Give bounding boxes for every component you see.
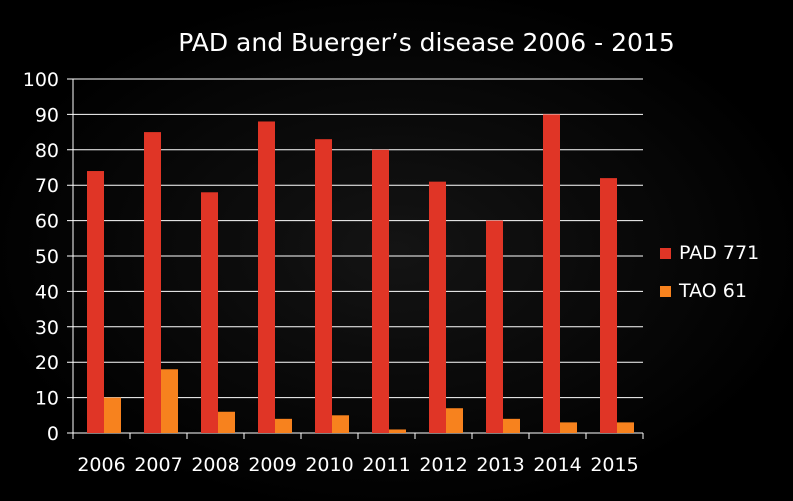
y-tick-label: 60	[35, 211, 59, 233]
bar-tao-2011	[389, 429, 406, 433]
legend-item-tao: TAO 61	[660, 280, 747, 302]
y-tick-label: 30	[35, 317, 59, 339]
bar-pad-2008	[201, 192, 218, 433]
x-tick-label: 2015	[590, 454, 638, 476]
y-tick-label: 100	[23, 69, 59, 91]
bar-tao-2009	[275, 418, 292, 433]
y-tick-label: 0	[47, 423, 59, 445]
legend-item-pad: PAD 771	[660, 242, 759, 264]
legend-swatch-pad	[660, 247, 671, 259]
bar-pad-2014	[543, 114, 560, 434]
bar-tao-2014	[560, 422, 577, 433]
bar-pad-2011	[372, 149, 389, 434]
x-tick-label: 2014	[533, 454, 581, 476]
bar-tao-2008	[218, 411, 235, 433]
bar-pad-2009	[258, 121, 275, 433]
x-tick-label: 2013	[476, 454, 524, 476]
y-tick-label: 20	[35, 352, 59, 374]
bar-tao-2015	[617, 422, 634, 433]
bar-pad-2010	[315, 139, 332, 433]
y-tick-label: 50	[35, 246, 59, 268]
y-tick-label: 70	[35, 175, 59, 197]
x-tick-label: 2008	[191, 454, 239, 476]
y-tick-label: 80	[35, 140, 59, 162]
legend-label-pad: PAD 771	[679, 242, 760, 264]
x-tick-label: 2006	[77, 454, 125, 476]
legend-swatch-tao	[660, 285, 671, 297]
chart-title: PAD and Buerger’s disease 2006 - 2015	[178, 28, 675, 57]
bar-pad-2007	[144, 132, 161, 433]
bar-pad-2012	[429, 181, 446, 433]
bar-tao-2006	[104, 397, 121, 433]
bar-tao-2007	[161, 369, 178, 433]
bar-pad-2015	[600, 178, 617, 433]
y-tick-label: 40	[35, 281, 59, 303]
bar-pad-2013	[486, 220, 503, 433]
y-tick-label: 90	[35, 104, 59, 126]
bar-tao-2013	[503, 418, 520, 433]
x-tick-label: 2012	[419, 454, 467, 476]
x-tick-label: 2010	[305, 454, 353, 476]
x-tick-label: 2009	[248, 454, 296, 476]
legend-label-tao: TAO 61	[679, 280, 747, 302]
x-tick-label: 2011	[362, 454, 410, 476]
bar-tao-2012	[446, 408, 463, 433]
x-tick-label: 2007	[134, 454, 182, 476]
bar-pad-2006	[87, 171, 104, 434]
bar-tao-2010	[332, 415, 349, 433]
y-tick-label: 10	[35, 388, 59, 410]
